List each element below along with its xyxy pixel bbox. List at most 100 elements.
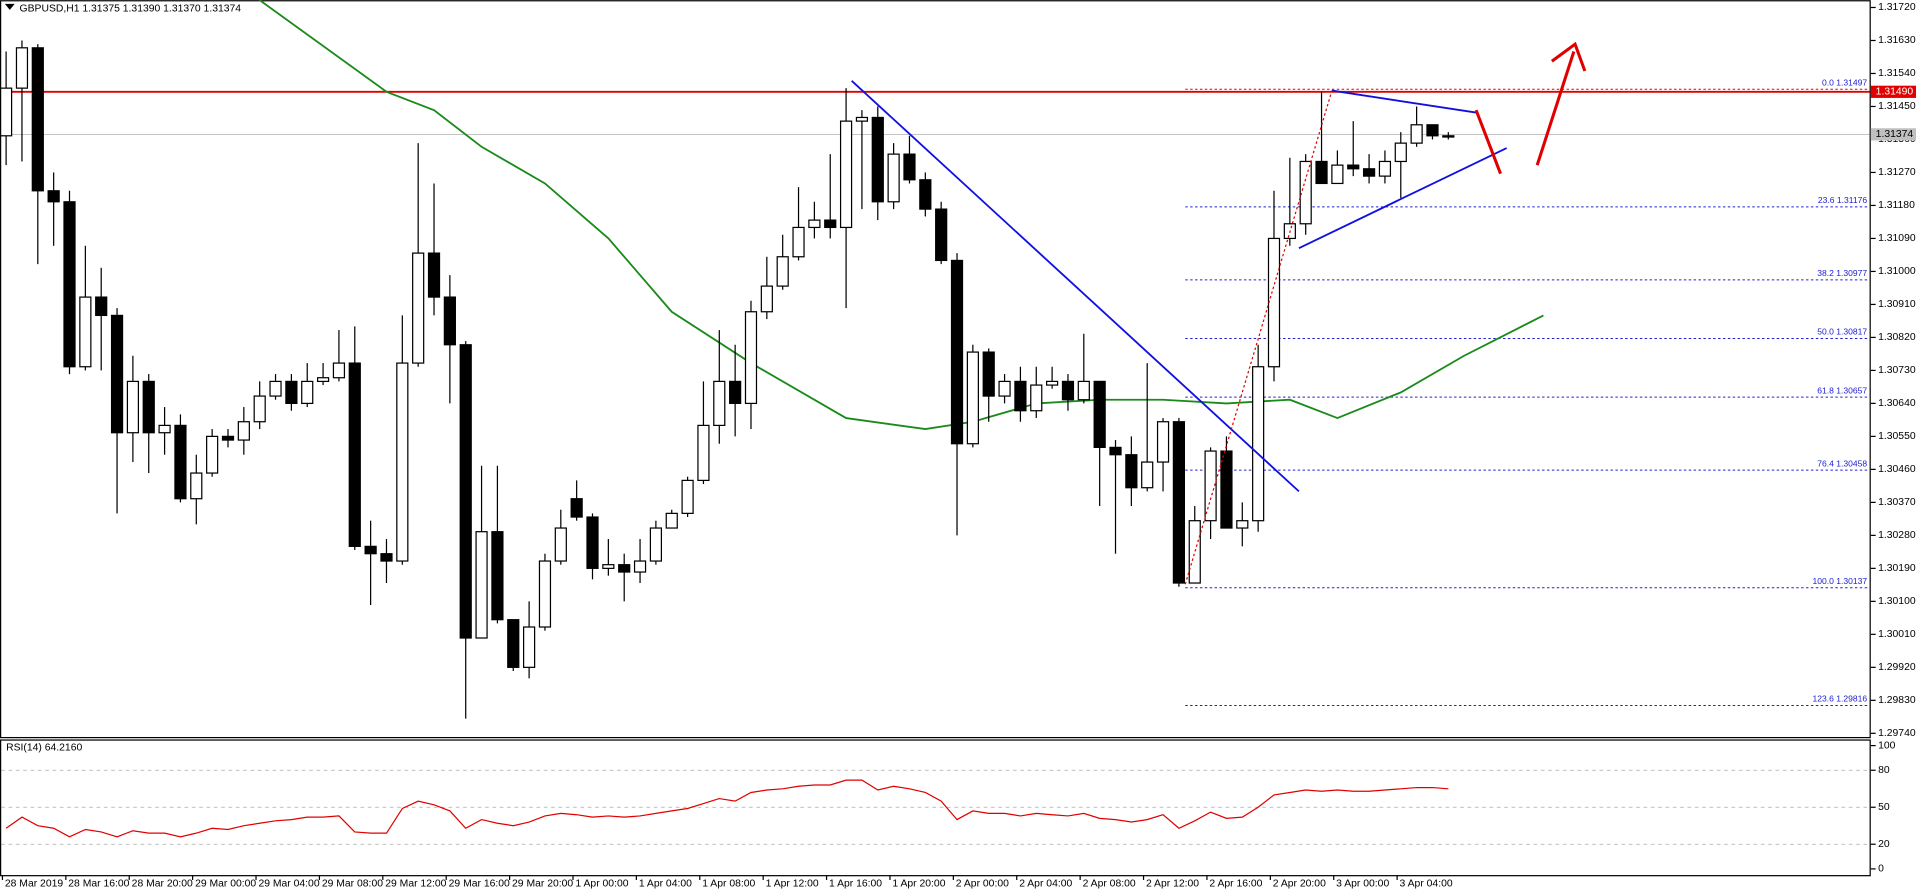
arrow-head — [1550, 41, 1587, 72]
candle-body — [1442, 135, 1455, 138]
candle-body — [190, 472, 203, 500]
candle-body — [126, 380, 140, 434]
x-tick-label: 2 Apr 12:00 — [1146, 878, 1199, 889]
candle-body — [998, 380, 1011, 397]
candle-body — [1315, 160, 1328, 185]
x-tick-label: 29 Mar 16:00 — [449, 878, 510, 889]
candle-body — [538, 560, 552, 628]
candle-body — [269, 380, 282, 397]
y-tick-label: 1.30460 — [1878, 464, 1916, 475]
candle-body — [602, 564, 615, 569]
candle-body — [744, 311, 758, 405]
x-tick-label: 1 Apr 04:00 — [639, 878, 692, 889]
y-tick-label: 1.29740 — [1878, 728, 1916, 739]
y-tick-label: 1.31720 — [1878, 2, 1916, 13]
y-tick-label: 1.29830 — [1878, 695, 1916, 706]
x-tick-label: 1 Apr 00:00 — [575, 878, 628, 889]
candle-body — [966, 351, 979, 445]
candle-body — [1299, 160, 1312, 225]
candle-body — [618, 564, 631, 573]
x-tick-label: 29 Mar 04:00 — [258, 878, 319, 889]
candle-body — [79, 296, 92, 368]
rsi-line — [5, 779, 1449, 838]
candle-body — [523, 626, 536, 668]
candle-body — [808, 219, 821, 229]
candle-body — [1410, 124, 1423, 144]
fib-label: 23.6 1.31176 — [1818, 195, 1868, 205]
candle-body — [0, 87, 13, 137]
candle-body — [221, 435, 235, 441]
candle-body — [459, 344, 472, 639]
candle-body — [760, 285, 773, 313]
x-tick-label: 29 Mar 20:00 — [512, 878, 573, 889]
y-tick-label: 1.31180 — [1878, 200, 1915, 211]
candle-body — [47, 190, 60, 203]
y-tick-label: 1.31000 — [1878, 266, 1916, 277]
candle-body — [1426, 124, 1439, 137]
y-tick-label: 1.30820 — [1878, 332, 1916, 343]
last-price-label: 1.31374 — [1876, 129, 1914, 140]
level-box — [1870, 85, 1916, 98]
drawings — [851, 41, 1587, 585]
candle-body — [31, 47, 44, 192]
candle-body — [253, 395, 266, 423]
candle-body — [1236, 520, 1249, 529]
candle-body — [665, 512, 678, 529]
candle-body — [649, 527, 663, 562]
candle-body — [158, 424, 171, 434]
arrow — [1474, 109, 1502, 175]
candle-body — [174, 424, 187, 500]
candle-body — [491, 531, 504, 621]
y-tick-label: 1.31450 — [1878, 101, 1916, 112]
candle-body — [475, 531, 488, 639]
x-tick-label: 1 Apr 20:00 — [892, 878, 945, 889]
candle-body — [1394, 142, 1407, 163]
candle-body — [95, 296, 108, 317]
candle-body — [887, 153, 900, 203]
candle-body — [1172, 421, 1186, 584]
y-tick-label: 1.30010 — [1878, 629, 1916, 640]
y-tick-label: 1.30910 — [1878, 299, 1916, 310]
candle-body — [1141, 461, 1154, 489]
y-tick-label: 1.30370 — [1878, 497, 1916, 508]
candle-body — [1347, 164, 1360, 170]
candle-body — [950, 259, 964, 445]
candle-body — [348, 362, 361, 547]
fib-label: 61.8 1.30657 — [1817, 385, 1867, 395]
x-tick-label: 2 Apr 20:00 — [1273, 878, 1326, 889]
y-tick-label: 20 — [1878, 839, 1890, 850]
fib-label: 123.6 1.29816 — [1812, 694, 1867, 704]
candle-body — [1267, 237, 1281, 368]
arrow — [1535, 51, 1576, 166]
candle-body — [316, 377, 330, 383]
last-price-box — [1870, 128, 1916, 141]
candle-body — [1156, 421, 1170, 463]
y-tick-label: 1.31090 — [1878, 233, 1916, 244]
y-tick-label: 1.31630 — [1878, 35, 1916, 46]
candle-body — [1046, 380, 1059, 386]
candle-body — [792, 226, 805, 258]
fib-label: 0.0 1.31497 — [1822, 77, 1867, 87]
y-tick-label: 0 — [1878, 864, 1884, 875]
candle-body — [427, 252, 441, 298]
candle-body — [396, 362, 409, 562]
fib-label: 50.0 1.30817 — [1817, 327, 1867, 337]
y-tick-label: 1.30190 — [1878, 563, 1916, 574]
candle-body — [982, 351, 995, 397]
candle-body — [63, 201, 76, 368]
y-tick-label: 1.29920 — [1878, 662, 1916, 673]
candle-body — [1362, 168, 1376, 177]
candle-body — [1061, 380, 1075, 401]
candle-body — [1188, 520, 1201, 584]
candle-body — [332, 362, 346, 379]
candle-body — [697, 424, 710, 481]
y-tick-label: 100 — [1878, 740, 1896, 751]
candle-body — [110, 314, 124, 434]
candle-body — [871, 116, 884, 203]
candle-body — [776, 256, 789, 287]
rsi-title: RSI(14) 64.2160 — [6, 743, 82, 754]
candle-body — [729, 380, 742, 405]
y-tick-label: 1.31270 — [1878, 167, 1916, 178]
x-tick-label: 29 Mar 00:00 — [195, 878, 256, 889]
candle-body — [1077, 380, 1090, 401]
